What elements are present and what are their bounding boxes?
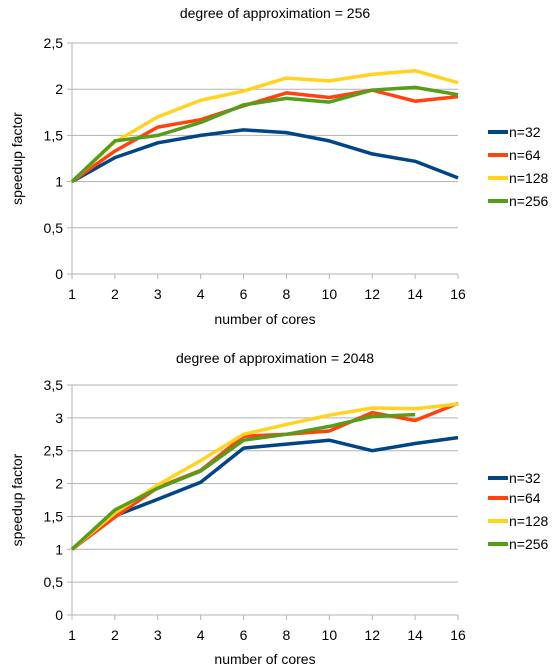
- chart-title: degree of approximation = 256: [180, 5, 371, 21]
- y-tick-label: 0: [55, 266, 63, 282]
- x-tick-label: 10: [322, 627, 338, 643]
- series-line-n-256: [70, 412, 416, 551]
- x-tick-label: 8: [283, 286, 291, 302]
- x-axis-label: number of cores: [214, 651, 315, 667]
- legend-label: n=256: [509, 193, 549, 209]
- legend-label: n=128: [509, 170, 549, 186]
- y-tick-label: 0,5: [44, 574, 64, 590]
- y-tick-label: 2: [55, 476, 63, 492]
- x-tick-label: 1: [68, 286, 76, 302]
- x-tick-label: 14: [407, 286, 423, 302]
- series-line-n-64: [70, 401, 459, 551]
- y-tick-label: 1: [55, 541, 63, 557]
- legend-label: n=64: [509, 147, 541, 163]
- y-tick-label: 0,5: [44, 220, 64, 236]
- x-tick-label: 1: [68, 627, 76, 643]
- series-line-n-32: [71, 128, 459, 184]
- x-tick-label: 3: [154, 286, 162, 302]
- x-tick-label: 3: [154, 627, 162, 643]
- x-tick-label: 14: [407, 627, 423, 643]
- x-tick-label: 8: [283, 627, 291, 643]
- x-tick-label: 6: [240, 627, 248, 643]
- x-tick-label: 2: [111, 286, 119, 302]
- y-tick-label: 2: [55, 81, 63, 97]
- x-tick-label: 2: [111, 627, 119, 643]
- x-tick-label: 16: [450, 627, 466, 643]
- y-tick-label: 3,5: [44, 377, 64, 393]
- series-line-n-128: [70, 68, 459, 183]
- y-tick-label: 2,5: [44, 35, 64, 51]
- series-line-n-128: [70, 402, 459, 551]
- x-axis-label: number of cores: [214, 311, 315, 327]
- chart-1: degree of approximation = 256 0 0,5 1 1,5 2 2,…: [9, 5, 549, 327]
- legend-label: n=256: [509, 536, 549, 552]
- x-tick-label: 4: [197, 286, 205, 302]
- x-tick-label: 4: [197, 627, 205, 643]
- y-tick-label: 0: [55, 607, 63, 623]
- legend-label: n=32: [509, 470, 541, 486]
- x-tick-label: 6: [240, 286, 248, 302]
- legend-label: n=64: [509, 490, 541, 506]
- y-axis-label: speedup factor: [9, 112, 25, 205]
- series-line-n-256: [70, 85, 459, 183]
- legend-label: n=128: [509, 513, 549, 529]
- chart-2: degree of approximation = 2048 0 0,5 1 1,5 2 2…: [9, 350, 549, 667]
- y-axis-label: speedup factor: [9, 453, 25, 546]
- x-tick-label: 10: [322, 286, 338, 302]
- series-line-n-32: [70, 435, 459, 551]
- y-tick-label: 1,5: [44, 508, 64, 524]
- y-tick-label: 1: [55, 174, 63, 190]
- chart-title: degree of approximation = 2048: [176, 350, 374, 366]
- y-tick-label: 1,5: [44, 127, 64, 143]
- y-tick-label: 3: [55, 410, 63, 426]
- y-tick-label: 2,5: [44, 443, 64, 459]
- x-tick-label: 12: [364, 627, 380, 643]
- x-tick-label: 12: [364, 286, 380, 302]
- x-tick-label: 16: [450, 286, 466, 302]
- legend-label: n=32: [509, 124, 541, 140]
